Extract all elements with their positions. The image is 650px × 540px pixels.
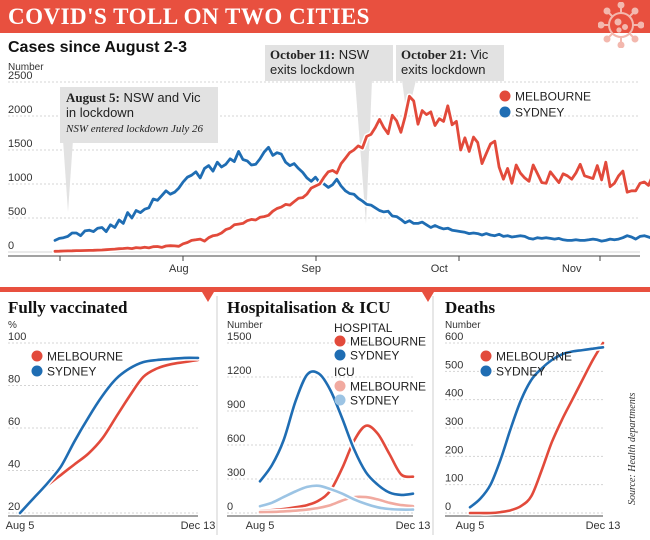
annotation-nsw-exit: October 11: NSW exits lockdown — [265, 45, 393, 81]
cases-legend-melbourne-label: MELBOURNE — [515, 90, 591, 104]
cases-y-tick: 1500 — [8, 138, 32, 150]
cases-y-tick: 500 — [8, 206, 26, 218]
deaths-line-melbourne — [468, 341, 605, 515]
hospital-y-tick: 0 — [227, 501, 233, 513]
deaths-legend-melbourne-marker — [480, 350, 492, 362]
vaccinated-x-tick: Aug 5 — [6, 520, 35, 532]
cases-y-label: Number — [8, 62, 44, 73]
cases-melbourne-line — [53, 94, 650, 253]
cases-legend-sydney-label: SYDNEY — [515, 106, 564, 120]
cases-sydney-line — [53, 145, 650, 243]
vaccinated-y-tick: 20 — [8, 501, 20, 513]
annotation-nsw-exit-date: October 11: — [270, 47, 336, 62]
icu-legend-sydney-label: SYDNEY — [350, 394, 399, 408]
annotation-vic-exit: October 21: Vic exits lockdown — [396, 45, 504, 81]
deaths-y-tick: 200 — [445, 444, 463, 456]
hospital-x-tick: Aug 5 — [246, 520, 275, 532]
title-banner — [0, 0, 650, 33]
cases-x-tick: Aug — [169, 263, 189, 275]
icu-legend-melbourne-label: MELBOURNE — [350, 380, 426, 394]
cases-y-tick: 2000 — [8, 104, 32, 116]
deaths-line-sydney — [468, 346, 605, 509]
deaths-y-tick: 500 — [445, 359, 463, 371]
hospital-title: Hospitalisation & ICU — [227, 298, 391, 317]
deaths-y-tick: 0 — [445, 501, 451, 513]
vaccinated-y-tick: 100 — [8, 331, 26, 343]
vaccinated-y-tick: 40 — [8, 459, 20, 471]
annotation-lockdown-text: NSW and Vic in lockdown — [66, 90, 201, 120]
annotation-vic-exit-date: October 21: — [401, 47, 467, 62]
cases-title: Cases since August 2-3 — [8, 39, 187, 56]
cases-x-tick: Sep — [301, 263, 321, 275]
deaths-title: Deaths — [445, 298, 496, 317]
icu-legend-sydney-marker — [334, 394, 346, 406]
hospital-legend-heading: HOSPITAL — [334, 321, 393, 335]
annotation-lockdown-sub: NSW entered lockdown July 26 — [66, 123, 204, 135]
icu-legend-heading: ICU — [334, 365, 355, 379]
deaths-y-tick: 400 — [445, 388, 463, 400]
cases-y-tick: 0 — [8, 240, 14, 252]
vaccinated-line-sydney-halo — [17, 355, 201, 516]
hospital-legend-melbourne-marker — [334, 335, 346, 347]
cases-x-tick: Oct — [431, 263, 448, 275]
cases-y-tick: 2500 — [8, 70, 32, 82]
hospital-line-icu-sydney — [258, 484, 415, 511]
deaths-y-tick: 600 — [445, 331, 463, 343]
vaccinated-legend-melbourne-marker — [31, 350, 43, 362]
deaths-x-tick: Dec 13 — [586, 520, 621, 532]
hospital-line-icu-melbourne — [258, 495, 415, 514]
annotation-lockdown: August 5: NSW and Vic in lockdown NSW en… — [60, 87, 218, 143]
section-divider — [0, 287, 650, 292]
hospital-legend-melbourne-label: MELBOURNE — [350, 335, 426, 349]
deaths-legend-sydney-marker — [480, 365, 492, 377]
page-title: COVID'S TOLL ON TWO CITIES — [8, 4, 370, 29]
nsw-exit-pointer — [355, 80, 372, 224]
cases-legend-melbourne-marker — [499, 90, 511, 102]
annotation-vic-exit-text: Vic exits lockdown — [401, 47, 489, 77]
vaccinated-y-label: % — [8, 320, 17, 331]
virus-icon — [598, 2, 644, 48]
vaccinated-y-tick: 80 — [8, 374, 20, 386]
annotation-lockdown-date: August 5: — [66, 90, 120, 105]
deaths-x-tick: Aug 5 — [456, 520, 485, 532]
lockdown-pointer — [63, 140, 73, 212]
hospital-x-tick: Dec 13 — [396, 520, 431, 532]
vaccinated-legend-melbourne-label: MELBOURNE — [47, 350, 123, 364]
deaths-y-label: Number — [445, 320, 481, 331]
icu-legend-melbourne-marker — [334, 380, 346, 392]
vaccinated-legend-sydney-marker — [31, 365, 43, 377]
source-note: Source: Health departments — [627, 392, 638, 505]
hospital-y-tick: 1200 — [227, 365, 251, 377]
hospital-y-label: Number — [227, 320, 263, 331]
vaccinated-x-tick: Dec 13 — [181, 520, 216, 532]
divider-notch — [202, 292, 214, 302]
hospital-y-tick: 600 — [227, 433, 245, 445]
deaths-y-tick: 100 — [445, 473, 463, 485]
hospital-legend-sydney-marker — [334, 349, 346, 361]
annotation-nsw-exit-text: NSW exits lockdown — [270, 47, 370, 77]
vaccinated-line-sydney — [18, 356, 200, 515]
deaths-legend-melbourne-label: MELBOURNE — [496, 350, 572, 364]
hospital-y-tick: 300 — [227, 467, 245, 479]
cases-y-tick: 1000 — [8, 172, 32, 184]
hospital-legend-sydney-label: SYDNEY — [350, 349, 399, 363]
hospital-y-tick: 900 — [227, 399, 245, 411]
cases-x-tick: Nov — [562, 263, 582, 275]
deaths-y-tick: 300 — [445, 416, 463, 428]
divider-notch — [422, 292, 434, 302]
vaccinated-y-tick: 60 — [8, 416, 20, 428]
cases-legend-sydney-marker — [499, 106, 511, 118]
deaths-legend-sydney-label: SYDNEY — [496, 365, 545, 379]
vaccinated-legend-sydney-label: SYDNEY — [47, 365, 96, 379]
vaccinated-title: Fully vaccinated — [8, 298, 128, 317]
hospital-y-tick: 1500 — [227, 331, 251, 343]
